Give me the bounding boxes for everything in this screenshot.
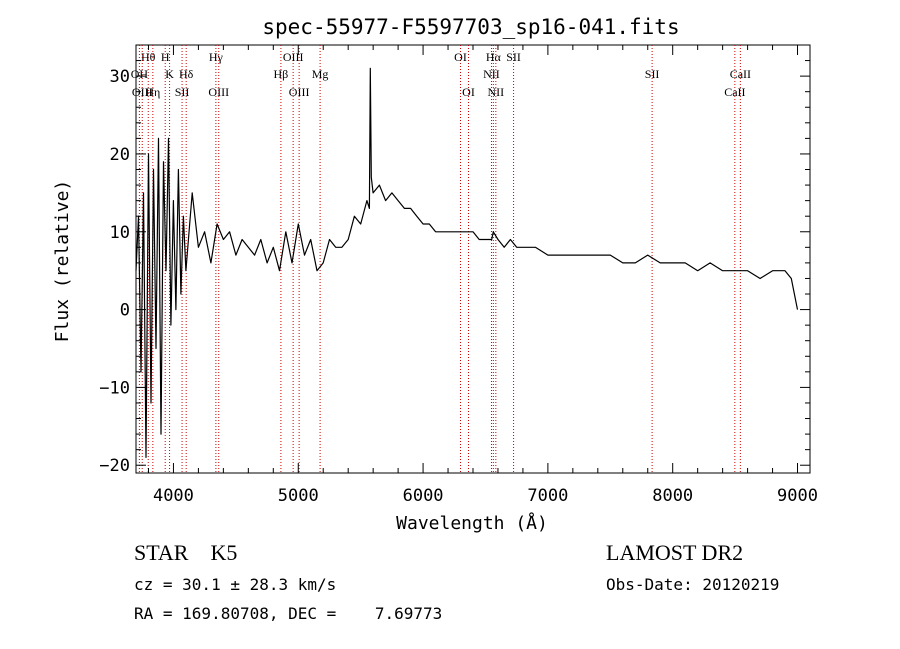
y-tick-label: 30 (110, 67, 130, 87)
spectrum-line (135, 67, 799, 458)
line-marker-label: OIII (132, 85, 153, 99)
line-marker-label: Hη (145, 85, 160, 99)
x-tick-label: 5000 (278, 486, 319, 506)
x-axis-ticks: 4000 5000 6000 7000 8000 9000 (147, 45, 818, 506)
classification-label: STAR K5 (134, 540, 238, 565)
x-axis-label: Wavelength (Å) (396, 512, 548, 534)
x-tick-label: 4000 (153, 486, 194, 506)
redshift-label: cz = 30.1 ± 28.3 km/s (134, 575, 337, 594)
line-marker-label: OIII (289, 85, 310, 99)
spectrum-series (135, 67, 799, 458)
line-marker-label: CaII (724, 85, 745, 99)
x-tick-label: 8000 (652, 486, 693, 506)
line-marker-label: SII (506, 50, 521, 64)
y-axis-label: Flux (relative) (52, 180, 73, 343)
line-marker-label: Mg (312, 67, 329, 81)
plot-frame (135, 44, 811, 474)
line-marker-label: Hβ (274, 67, 289, 81)
coordinates-label: RA = 169.80708, DEC = 7.69773 (134, 604, 443, 623)
line-marker-label: H (161, 50, 170, 64)
line-marker-label: SII (175, 85, 190, 99)
line-marker-label: Hδ (179, 67, 194, 81)
line-marker-label: OI (462, 85, 475, 99)
survey-label: LAMOST DR2 (606, 540, 744, 565)
line-marker-label: Hα (486, 50, 502, 64)
y-tick-label: −20 (99, 456, 130, 476)
line-marker-label: NII (483, 67, 500, 81)
x-tick-label: 9000 (777, 486, 818, 506)
obs-date-label: Obs-Date: 20120219 (606, 575, 780, 594)
line-marker-label: OH (131, 67, 149, 81)
y-tick-label: 20 (110, 145, 130, 165)
line-marker-label: NII (488, 85, 505, 99)
line-marker-label: OIII (208, 85, 229, 99)
x-tick-label: 6000 (403, 486, 444, 506)
y-tick-label: 10 (110, 223, 130, 243)
line-marker-label: Hθ (141, 50, 156, 64)
y-tick-label: −10 (99, 378, 130, 398)
y-tick-label: 0 (120, 301, 130, 321)
line-marker-label: OIII (283, 50, 304, 64)
line-marker-label: OI (454, 50, 467, 64)
line-marker-label: Hγ (209, 50, 224, 64)
line-marker-label: CaII (730, 67, 751, 81)
y-axis-ticks: −20 −10 0 10 20 30 (99, 60, 810, 476)
chart-title: spec-55977-F5597703_sp16-041.fits (262, 15, 679, 39)
line-marker-label: SII (645, 67, 660, 81)
line-marker-label: K (165, 67, 174, 81)
x-tick-label: 7000 (527, 486, 568, 506)
